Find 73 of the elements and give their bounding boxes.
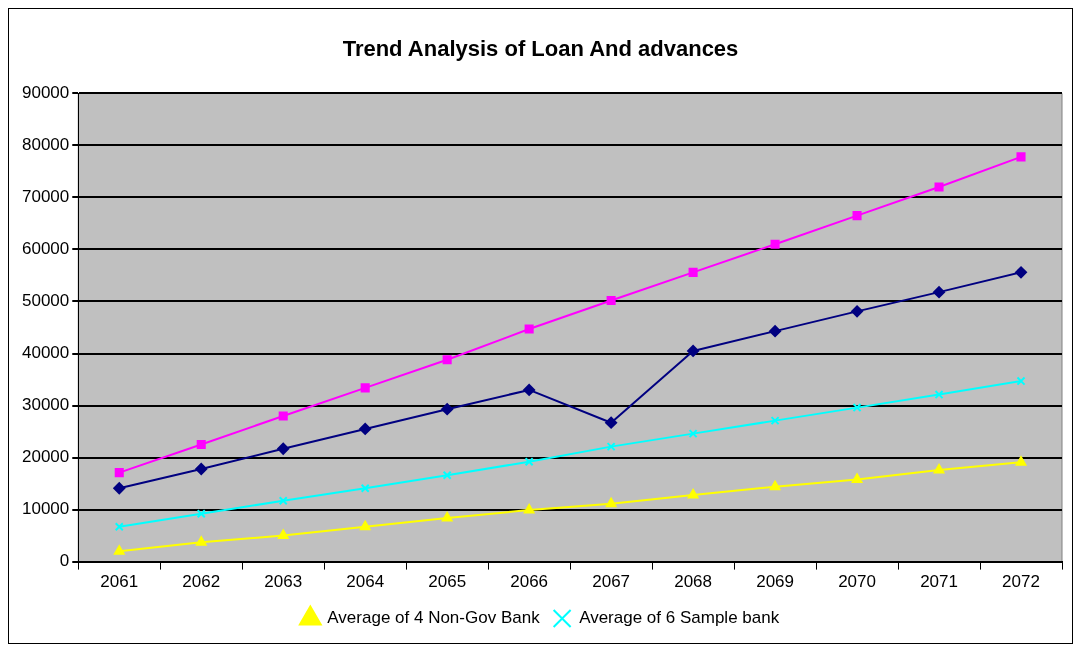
- point: [523, 383, 536, 396]
- point: [1015, 266, 1028, 279]
- point: [933, 286, 946, 299]
- point: [769, 325, 782, 338]
- point: [441, 511, 453, 522]
- y-tick-label: 10000: [21, 499, 70, 519]
- legend-label: Average of 4 Non-Gov Bank: [327, 608, 541, 628]
- point: [360, 483, 370, 493]
- point: [769, 480, 781, 491]
- point: [442, 355, 452, 365]
- point: [278, 411, 288, 421]
- point: [114, 522, 124, 532]
- point: [851, 305, 864, 318]
- point: [277, 529, 289, 540]
- point: [196, 440, 206, 450]
- point: [933, 464, 945, 474]
- point: [851, 473, 863, 483]
- x-tick-label: 2064: [346, 572, 385, 592]
- point: [770, 239, 780, 249]
- x-tick-label: 2066: [510, 572, 549, 592]
- point: [523, 504, 535, 514]
- point: [359, 422, 372, 435]
- point: [1016, 152, 1026, 162]
- point: [934, 182, 944, 192]
- point: [114, 468, 124, 478]
- y-tick-label: 50000: [21, 291, 70, 311]
- x-tick-label: 2062: [182, 572, 221, 592]
- y-tick-label: 0: [59, 551, 70, 571]
- point: [442, 470, 452, 480]
- point: [360, 383, 370, 393]
- point: [687, 344, 700, 357]
- chart-title: Trend Analysis of Loan And advances: [342, 36, 739, 62]
- point: [852, 403, 862, 413]
- y-tick-label: 20000: [21, 447, 70, 467]
- x-tick-label: 2065: [428, 572, 467, 592]
- point: [606, 442, 616, 452]
- point: [852, 211, 862, 221]
- y-tick-label: 90000: [21, 83, 70, 103]
- point: [277, 442, 290, 455]
- point: [688, 429, 698, 439]
- point: [359, 520, 371, 531]
- point: [441, 403, 454, 416]
- x-tick-label: 2071: [920, 572, 958, 592]
- y-tick-label: 40000: [21, 343, 70, 363]
- x-tick-label: 2063: [264, 572, 303, 592]
- x-tick-label: 2070: [838, 572, 876, 592]
- y-tick-label: 30000: [21, 395, 70, 415]
- y-tick-label: 60000: [21, 239, 70, 259]
- point: [195, 536, 207, 546]
- x-tick-label: 2061: [100, 572, 139, 592]
- point: [1015, 456, 1027, 466]
- x-tick-label: 2069: [756, 572, 794, 592]
- point: [934, 390, 944, 400]
- point: [687, 489, 699, 499]
- x-tick-label: 2072: [1002, 572, 1040, 592]
- point: [1016, 376, 1026, 386]
- point: [195, 463, 208, 475]
- point: [606, 295, 616, 305]
- y-tick-label: 80000: [21, 135, 70, 155]
- point: [113, 545, 125, 555]
- point: [524, 457, 534, 467]
- point: [196, 509, 206, 519]
- x-tick-label: 2067: [592, 572, 631, 592]
- x-tick-label: 2068: [674, 572, 713, 592]
- point: [770, 416, 780, 426]
- point: [113, 482, 126, 495]
- point: [688, 267, 698, 277]
- point: [524, 324, 534, 334]
- legend-label: Average of 6 Sample bank: [579, 608, 780, 628]
- point: [605, 497, 617, 508]
- y-tick-label: 70000: [21, 187, 70, 207]
- point: [605, 416, 618, 429]
- point: [278, 496, 288, 506]
